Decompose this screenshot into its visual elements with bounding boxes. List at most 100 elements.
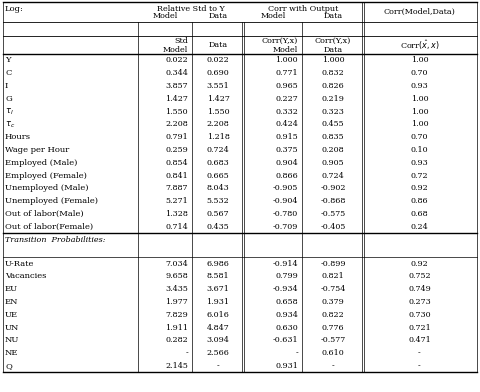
- Text: Wage per Hour: Wage per Hour: [5, 146, 69, 154]
- Text: -0.899: -0.899: [320, 260, 346, 268]
- Text: 0.10: 0.10: [411, 146, 428, 154]
- Text: 0.68: 0.68: [411, 210, 428, 218]
- Text: 0.714: 0.714: [165, 223, 188, 231]
- Text: Corr(Model,Data): Corr(Model,Data): [384, 8, 456, 16]
- Text: 0.610: 0.610: [322, 349, 344, 357]
- Text: 0.92: 0.92: [410, 184, 428, 192]
- Text: 5.271: 5.271: [165, 197, 188, 205]
- Text: Vacancies: Vacancies: [5, 272, 47, 280]
- Text: 1.00: 1.00: [411, 120, 428, 129]
- Text: 0.435: 0.435: [206, 223, 229, 231]
- Text: Model: Model: [163, 45, 188, 53]
- Text: G: G: [5, 95, 12, 103]
- Text: 1.000: 1.000: [276, 56, 298, 64]
- Text: Y: Y: [5, 56, 11, 64]
- Text: 0.424: 0.424: [275, 120, 298, 129]
- Text: Q: Q: [5, 362, 12, 370]
- Text: 0.219: 0.219: [322, 95, 345, 103]
- Text: 1.977: 1.977: [165, 298, 188, 306]
- Text: Data: Data: [324, 45, 343, 53]
- Text: 0.776: 0.776: [322, 324, 344, 332]
- Text: 0.832: 0.832: [322, 69, 344, 77]
- Text: 0.022: 0.022: [165, 56, 188, 64]
- Text: 0.724: 0.724: [322, 172, 344, 180]
- Text: 0.455: 0.455: [322, 120, 344, 129]
- Text: -: -: [418, 362, 421, 370]
- Text: EU: EU: [5, 285, 18, 293]
- Text: Model: Model: [260, 13, 286, 20]
- Text: UN: UN: [5, 324, 19, 332]
- Text: -: -: [418, 349, 421, 357]
- Text: 1.000: 1.000: [322, 56, 344, 64]
- Text: Model: Model: [273, 45, 298, 53]
- Text: $\tau_c$: $\tau_c$: [5, 119, 15, 130]
- Text: 1.931: 1.931: [206, 298, 229, 306]
- Text: 0.690: 0.690: [206, 69, 229, 77]
- Text: 0.92: 0.92: [410, 260, 428, 268]
- Text: -0.914: -0.914: [272, 260, 298, 268]
- Text: 0.931: 0.931: [275, 362, 298, 370]
- Text: 0.323: 0.323: [322, 107, 345, 116]
- Text: Employed (Female): Employed (Female): [5, 172, 87, 180]
- Text: Corr(Y,x): Corr(Y,x): [262, 36, 298, 45]
- Text: $\tau_l$: $\tau_l$: [5, 106, 13, 117]
- Text: 3.435: 3.435: [165, 285, 188, 293]
- Text: Corr(Y,x): Corr(Y,x): [315, 36, 351, 45]
- Text: 0.866: 0.866: [275, 172, 298, 180]
- Text: 0.724: 0.724: [206, 146, 229, 154]
- Text: 9.658: 9.658: [165, 272, 188, 280]
- Text: 7.829: 7.829: [165, 311, 188, 319]
- Text: 6.986: 6.986: [206, 260, 229, 268]
- Text: -0.902: -0.902: [320, 184, 346, 192]
- Text: Log:: Log:: [5, 5, 24, 13]
- Text: 0.822: 0.822: [322, 311, 344, 319]
- Text: 0.658: 0.658: [276, 298, 298, 306]
- Text: 3.551: 3.551: [206, 82, 229, 90]
- Text: 8.581: 8.581: [207, 272, 229, 280]
- Text: 0.273: 0.273: [408, 298, 431, 306]
- Text: 0.332: 0.332: [275, 107, 298, 116]
- Text: EN: EN: [5, 298, 19, 306]
- Text: 0.259: 0.259: [165, 146, 188, 154]
- Text: -0.754: -0.754: [320, 285, 346, 293]
- Text: Transition  Probabilities:: Transition Probabilities:: [5, 236, 106, 244]
- Text: 3.094: 3.094: [206, 336, 229, 345]
- Text: 1.00: 1.00: [411, 95, 428, 103]
- Text: 0.683: 0.683: [206, 159, 229, 167]
- Text: U-Rate: U-Rate: [5, 260, 35, 268]
- Text: 1.427: 1.427: [206, 95, 229, 103]
- Text: 0.721: 0.721: [408, 324, 431, 332]
- Text: 0.854: 0.854: [166, 159, 188, 167]
- Text: 0.841: 0.841: [165, 172, 188, 180]
- Text: -0.631: -0.631: [272, 336, 298, 345]
- Text: Out of labor(Male): Out of labor(Male): [5, 210, 84, 218]
- Text: 0.022: 0.022: [206, 56, 229, 64]
- Text: -: -: [216, 362, 219, 370]
- Text: 0.835: 0.835: [322, 133, 344, 141]
- Text: 3.857: 3.857: [166, 82, 188, 90]
- Text: 0.934: 0.934: [275, 311, 298, 319]
- Text: 7.034: 7.034: [165, 260, 188, 268]
- Text: 1.00: 1.00: [411, 107, 428, 116]
- Text: 1.218: 1.218: [206, 133, 229, 141]
- Text: 8.043: 8.043: [206, 184, 229, 192]
- Text: 0.375: 0.375: [276, 146, 298, 154]
- Text: 0.344: 0.344: [165, 69, 188, 77]
- Text: 4.847: 4.847: [206, 324, 229, 332]
- Text: Out of labor(Female): Out of labor(Female): [5, 223, 93, 231]
- Text: 1.911: 1.911: [165, 324, 188, 332]
- Text: 0.771: 0.771: [276, 69, 298, 77]
- Text: 7.887: 7.887: [166, 184, 188, 192]
- Text: 1.00: 1.00: [411, 56, 428, 64]
- Text: 2.208: 2.208: [165, 120, 188, 129]
- Text: 0.904: 0.904: [275, 159, 298, 167]
- Text: 0.791: 0.791: [165, 133, 188, 141]
- Text: 0.665: 0.665: [206, 172, 229, 180]
- Text: 0.93: 0.93: [410, 82, 428, 90]
- Text: Unemployed (Female): Unemployed (Female): [5, 197, 98, 205]
- Text: 0.379: 0.379: [322, 298, 344, 306]
- Text: 0.799: 0.799: [275, 272, 298, 280]
- Text: 0.93: 0.93: [410, 159, 428, 167]
- Text: Hours: Hours: [5, 133, 31, 141]
- Text: 0.905: 0.905: [322, 159, 344, 167]
